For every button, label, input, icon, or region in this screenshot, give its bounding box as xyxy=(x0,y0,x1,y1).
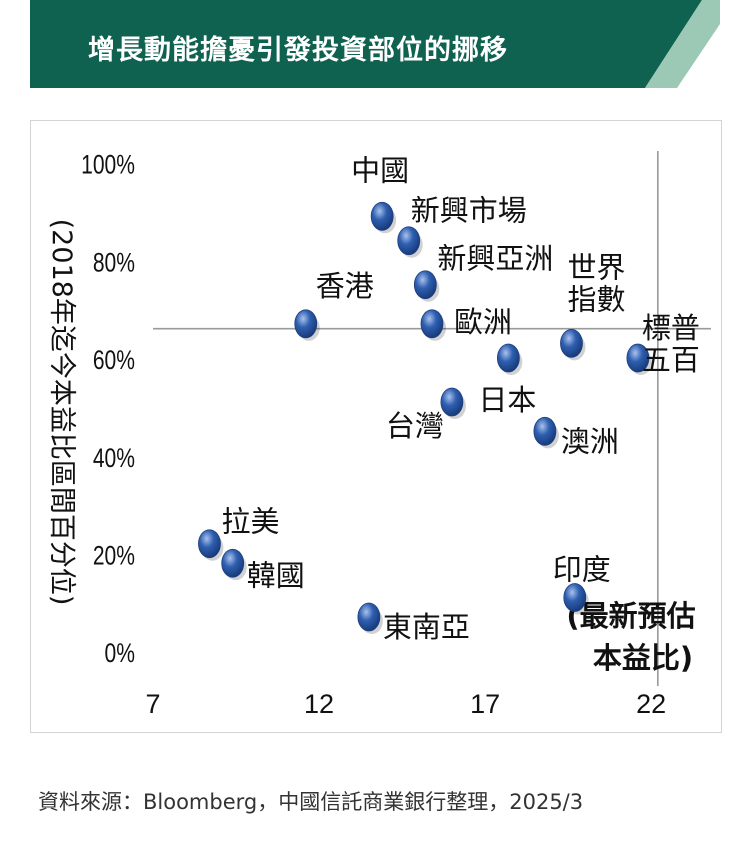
data-point xyxy=(496,343,520,373)
data-point xyxy=(221,548,245,578)
data-label: 東南亞 xyxy=(383,610,470,644)
data-label: 香港 xyxy=(316,269,374,303)
data-point xyxy=(420,309,444,339)
data-label: 日本 xyxy=(478,383,536,417)
data-point xyxy=(626,343,650,373)
y-tick-label: 60% xyxy=(93,346,135,376)
data-label: 世界 xyxy=(567,250,625,284)
x-tick-label: 22 xyxy=(636,689,666,719)
data-label: 歐洲 xyxy=(454,305,512,339)
x-axis-label-line-2: 本益比) xyxy=(593,641,693,675)
chart-frame: 0% 20% 40% 60% 80% 100% 7 12 17 22 (2018年迄今本益比區間百分… xyxy=(30,120,722,733)
data-label: 五百 xyxy=(642,343,700,377)
y-tick-label: 40% xyxy=(93,443,135,473)
y-tick-label: 80% xyxy=(93,248,135,278)
title-banner: 增長動能擔憂引發投資部位的挪移 xyxy=(30,0,720,88)
data-label: 拉美 xyxy=(221,505,279,539)
data-point xyxy=(413,270,437,300)
y-tick-label: 20% xyxy=(93,541,135,571)
x-tick-label: 7 xyxy=(145,689,160,719)
data-point xyxy=(397,226,421,256)
data-label: 印度 xyxy=(553,552,611,586)
data-point xyxy=(440,387,464,417)
x-tick-label: 17 xyxy=(470,689,500,719)
data-point xyxy=(294,309,318,339)
y-tick-label: 0% xyxy=(105,639,135,669)
scatter-chart: 0% 20% 40% 60% 80% 100% 7 12 17 22 (2018年迄今本益比區間百分… xyxy=(46,150,711,719)
source-note: 資料來源：Bloomberg，中國信託商業銀行整理，2025/3 xyxy=(38,790,584,814)
data-label: 新興亞洲 xyxy=(437,242,553,276)
data-label: 新興市場 xyxy=(411,194,527,228)
banner-shape xyxy=(30,0,720,88)
x-axis-label-line-1: (最新預估 xyxy=(566,599,695,633)
data-point xyxy=(357,602,381,632)
data-label: 中國 xyxy=(351,153,409,187)
page-title: 增長動能擔憂引發投資部位的挪移 xyxy=(88,35,508,66)
data-label: 韓國 xyxy=(247,558,305,592)
data-point xyxy=(563,583,587,612)
y-axis-label: (2018年迄今本益比區間百分位) xyxy=(46,219,77,606)
data-label: 澳洲 xyxy=(561,424,619,458)
data-label: 指數 xyxy=(567,282,625,316)
x-tick-label: 12 xyxy=(304,689,334,719)
data-point xyxy=(370,201,394,231)
data-point xyxy=(533,416,557,446)
y-tick-label: 100% xyxy=(81,150,135,180)
data-point xyxy=(198,529,221,559)
data-label: 台灣 xyxy=(386,409,444,443)
data-label: 標普 xyxy=(642,311,700,345)
data-point xyxy=(560,328,583,358)
